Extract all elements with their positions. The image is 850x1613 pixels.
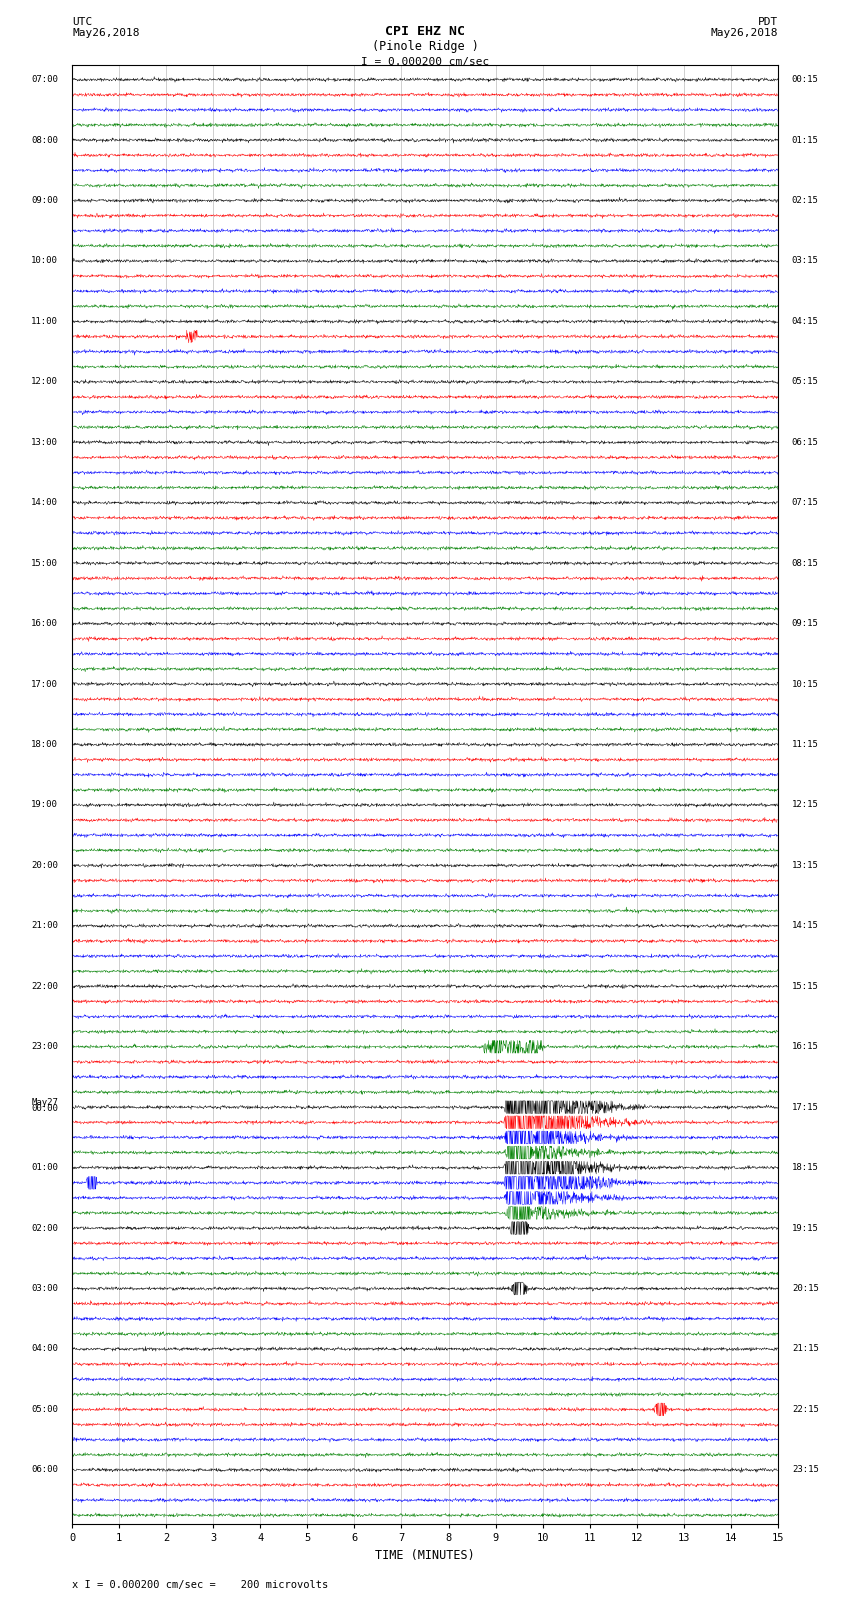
Text: 12:00: 12:00 <box>31 377 58 387</box>
Text: I = 0.000200 cm/sec: I = 0.000200 cm/sec <box>361 58 489 68</box>
Text: 18:15: 18:15 <box>792 1163 819 1173</box>
Text: CPI EHZ NC: CPI EHZ NC <box>385 26 465 39</box>
Text: 10:00: 10:00 <box>31 256 58 266</box>
Text: 22:15: 22:15 <box>792 1405 819 1415</box>
Text: 14:15: 14:15 <box>792 921 819 931</box>
Text: 09:15: 09:15 <box>792 619 819 627</box>
Text: 20:15: 20:15 <box>792 1284 819 1294</box>
Text: 13:00: 13:00 <box>31 437 58 447</box>
Text: 08:15: 08:15 <box>792 558 819 568</box>
Text: 04:15: 04:15 <box>792 316 819 326</box>
X-axis label: TIME (MINUTES): TIME (MINUTES) <box>375 1548 475 1561</box>
Text: 21:15: 21:15 <box>792 1345 819 1353</box>
Text: 14:00: 14:00 <box>31 498 58 506</box>
Text: 21:00: 21:00 <box>31 921 58 931</box>
Text: 12:15: 12:15 <box>792 800 819 810</box>
Text: 18:00: 18:00 <box>31 740 58 748</box>
Text: 01:00: 01:00 <box>31 1163 58 1173</box>
Text: UTC
May26,2018: UTC May26,2018 <box>72 16 139 39</box>
Text: 07:00: 07:00 <box>31 76 58 84</box>
Text: 02:15: 02:15 <box>792 197 819 205</box>
Text: 17:00: 17:00 <box>31 679 58 689</box>
Text: 16:00: 16:00 <box>31 619 58 627</box>
Text: 05:15: 05:15 <box>792 377 819 387</box>
Text: 09:00: 09:00 <box>31 197 58 205</box>
Text: 07:15: 07:15 <box>792 498 819 506</box>
Text: (Pinole Ridge ): (Pinole Ridge ) <box>371 40 479 53</box>
Text: x I = 0.000200 cm/sec =    200 microvolts: x I = 0.000200 cm/sec = 200 microvolts <box>72 1579 328 1590</box>
Text: 03:00: 03:00 <box>31 1284 58 1294</box>
Text: 08:00: 08:00 <box>31 135 58 145</box>
Text: 19:15: 19:15 <box>792 1224 819 1232</box>
Text: 20:00: 20:00 <box>31 861 58 869</box>
Text: 17:15: 17:15 <box>792 1103 819 1111</box>
Text: 05:00: 05:00 <box>31 1405 58 1415</box>
Text: 16:15: 16:15 <box>792 1042 819 1052</box>
Text: 11:15: 11:15 <box>792 740 819 748</box>
Text: 01:15: 01:15 <box>792 135 819 145</box>
Text: 00:15: 00:15 <box>792 76 819 84</box>
Text: 23:15: 23:15 <box>792 1465 819 1474</box>
Text: 11:00: 11:00 <box>31 316 58 326</box>
Text: 04:00: 04:00 <box>31 1345 58 1353</box>
Text: 06:00: 06:00 <box>31 1465 58 1474</box>
Text: PDT
May26,2018: PDT May26,2018 <box>711 16 778 39</box>
Text: 02:00: 02:00 <box>31 1224 58 1232</box>
Text: 15:00: 15:00 <box>31 558 58 568</box>
Text: 19:00: 19:00 <box>31 800 58 810</box>
Text: 13:15: 13:15 <box>792 861 819 869</box>
Text: 23:00: 23:00 <box>31 1042 58 1052</box>
Text: 10:15: 10:15 <box>792 679 819 689</box>
Text: 06:15: 06:15 <box>792 437 819 447</box>
Text: 00:00: 00:00 <box>31 1105 58 1113</box>
Text: 15:15: 15:15 <box>792 982 819 990</box>
Text: 03:15: 03:15 <box>792 256 819 266</box>
Text: May27: May27 <box>31 1098 58 1107</box>
Text: 22:00: 22:00 <box>31 982 58 990</box>
